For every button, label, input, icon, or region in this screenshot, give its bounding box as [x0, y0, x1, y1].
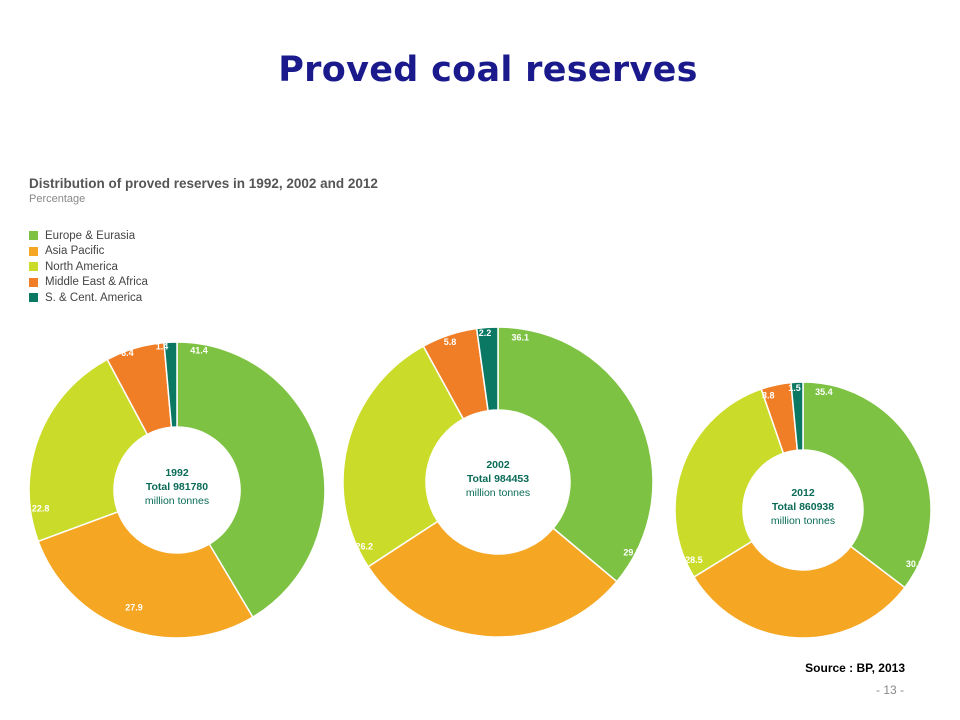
slice-2002-asia-pacific [367, 520, 618, 638]
legend-label: North America [45, 260, 118, 273]
donut-1992: 41.4 27.9 22.8 6.4 1.4 1992 Total 981780 millio… [28, 341, 326, 639]
value-label-1992-asia-pacific: 27.9 [125, 603, 143, 613]
slice-1992-north-america [28, 358, 149, 543]
slice-1992-s-cent-america [163, 341, 178, 429]
slice-2002-s-cent-america [475, 326, 499, 412]
value-label-2002-north-america: 26.2 [355, 542, 373, 552]
center-year-2012: 2012 [791, 487, 815, 499]
donut-2002: 36.1 29.7 26.2 5.8 2.2 2002 Total 984453 millio… [342, 326, 654, 638]
slide-title: Proved coal reserves [278, 50, 698, 90]
legend-swatch [29, 262, 38, 272]
legend-swatch [29, 277, 38, 287]
center-unit-1992: million tonnes [145, 495, 209, 507]
slice-2012-s-cent-america [790, 381, 804, 452]
center-total-2002: Total 984453 [467, 473, 529, 485]
legend-label: Middle East & Africa [45, 276, 148, 289]
legend-item-north-america: North America [29, 259, 148, 275]
value-label-1992-middle-east-africa: 6.4 [121, 348, 134, 358]
chart-legend: Europe & Eurasia Asia Pacific North Amer… [29, 228, 148, 306]
donut-2012: 35.4 30.9 28.5 3.8 1.5 2012 Total 860938 millio… [674, 381, 932, 639]
value-label-2002-middle-east-africa: 5.8 [444, 337, 457, 347]
legend-label: Europe & Eurasia [45, 229, 136, 242]
value-label-2012-s-cent-america: 1.5 [788, 383, 801, 393]
slice-2002-north-america [342, 345, 465, 568]
value-label-2012-europe-eurasia: 35.4 [815, 387, 833, 397]
center-total-2012: Total 860938 [772, 501, 834, 513]
value-label-1992-north-america: 22.8 [32, 504, 50, 514]
value-label-2002-europe-eurasia: 36.1 [512, 332, 530, 342]
page-number: - 13 - [875, 683, 904, 697]
value-label-1992-s-cent-america: 1.4 [156, 342, 169, 352]
chart-subtitle: Percentage [29, 193, 86, 205]
slice-1992-europe-eurasia [176, 341, 326, 619]
center-unit-2002: million tonnes [466, 487, 530, 499]
legend-item-middle-east-africa: Middle East & Africa [29, 275, 148, 291]
center-year-2002: 2002 [486, 459, 510, 471]
chart-title: Distribution of proved reserves in 1992,… [29, 176, 378, 191]
legend-label: S. & Cent. America [45, 291, 143, 304]
center-unit-2012: million tonnes [771, 515, 835, 527]
legend-item-s-cent-america: S. & Cent. America [29, 290, 148, 306]
legend-swatch [29, 231, 38, 241]
chart-header: Distribution of proved reserves in 1992,… [29, 176, 378, 205]
value-label-2012-north-america: 28.5 [685, 555, 703, 565]
legend-label: Asia Pacific [45, 245, 105, 258]
slice-2012-europe-eurasia [802, 381, 932, 589]
value-label-2002-asia-pacific: 29.7 [623, 548, 641, 558]
slice-2012-north-america [674, 388, 785, 579]
center-total-1992: Total 981780 [146, 481, 208, 493]
center-year-1992: 1992 [165, 467, 189, 479]
legend-item-asia-pacific: Asia Pacific [29, 244, 148, 260]
slice-2012-asia-pacific [692, 540, 906, 639]
value-label-2002-s-cent-america: 2.2 [479, 328, 492, 338]
slice-2002-europe-eurasia [497, 326, 654, 583]
legend-swatch [29, 293, 38, 303]
legend-swatch [29, 246, 38, 256]
legend-item-europe-eurasia: Europe & Eurasia [29, 228, 148, 244]
value-label-2012-asia-pacific: 30.9 [906, 559, 924, 569]
value-label-1992-europe-eurasia: 41.4 [190, 345, 208, 355]
slice-1992-asia-pacific [37, 510, 254, 639]
source-citation: Source : BP, 2013 [805, 661, 905, 675]
value-label-2012-middle-east-africa: 3.8 [762, 391, 775, 401]
